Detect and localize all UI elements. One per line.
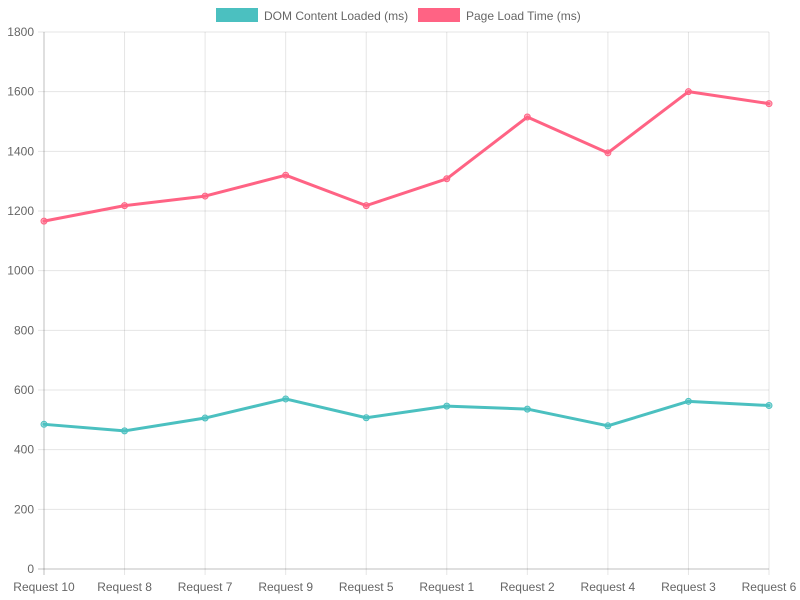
y-tick-label: 1400 xyxy=(7,144,34,158)
x-tick-label: Request 9 xyxy=(258,580,313,594)
x-tick-label: Request 4 xyxy=(581,580,636,594)
data-point-page-load-time[interactable] xyxy=(121,202,129,210)
x-tick-label: Request 7 xyxy=(178,580,233,594)
y-tick-label: 200 xyxy=(14,502,34,516)
data-point-dom-content-loaded[interactable] xyxy=(282,395,290,403)
grid-lines xyxy=(38,31,770,575)
data-point-dom-content-loaded[interactable] xyxy=(523,405,531,413)
x-tick-label: Request 5 xyxy=(339,580,394,594)
x-tick-label: Request 8 xyxy=(97,580,152,594)
legend-swatch-page-load-time xyxy=(418,8,460,22)
x-tick-label: Request 10 xyxy=(13,580,75,594)
data-point-dom-content-loaded[interactable] xyxy=(684,397,692,405)
legend: DOM Content Loaded (ms) Page Load Time (… xyxy=(216,8,581,23)
x-tick-label: Request 6 xyxy=(742,580,797,594)
axes xyxy=(38,32,769,575)
x-tick-label: Request 1 xyxy=(419,580,474,594)
series-layer xyxy=(40,88,773,435)
series-line-dom-content-loaded xyxy=(42,397,771,433)
x-tick-label: Request 2 xyxy=(500,580,555,594)
data-point-page-load-time[interactable] xyxy=(362,202,370,210)
y-tick-label: 1800 xyxy=(7,25,34,39)
data-point-dom-content-loaded[interactable] xyxy=(765,402,773,410)
data-point-dom-content-loaded[interactable] xyxy=(121,427,129,435)
data-point-dom-content-loaded[interactable] xyxy=(604,422,612,430)
data-point-dom-content-loaded[interactable] xyxy=(40,420,48,428)
data-point-page-load-time[interactable] xyxy=(604,149,612,157)
y-tick-label: 1000 xyxy=(7,264,34,278)
data-point-page-load-time[interactable] xyxy=(282,171,290,179)
y-tick-label: 1200 xyxy=(7,204,34,218)
data-point-page-load-time[interactable] xyxy=(201,192,209,200)
series-dom-content-loaded xyxy=(40,395,773,435)
y-tick-label: 0 xyxy=(27,562,34,576)
y-tick-label: 400 xyxy=(14,443,34,457)
data-point-dom-content-loaded[interactable] xyxy=(201,414,209,422)
series-page-load-time xyxy=(40,88,773,225)
y-tick-label: 600 xyxy=(14,383,34,397)
y-tick-label: 800 xyxy=(14,323,34,337)
data-point-page-load-time[interactable] xyxy=(684,88,692,96)
x-tick-label: Request 3 xyxy=(661,580,716,594)
legend-label-dom-content-loaded: DOM Content Loaded (ms) xyxy=(264,9,408,23)
data-point-page-load-time[interactable] xyxy=(765,100,773,108)
y-tick-label: 1600 xyxy=(7,85,34,99)
legend-label-page-load-time: Page Load Time (ms) xyxy=(466,9,581,23)
legend-item-dom-content-loaded[interactable]: DOM Content Loaded (ms) xyxy=(216,8,408,23)
data-point-page-load-time[interactable] xyxy=(523,113,531,121)
x-axis-tick-labels: Request 10 Request 8 Request 7 Request 9 Req… xyxy=(13,580,796,594)
legend-swatch-dom-content-loaded xyxy=(216,8,258,22)
data-point-dom-content-loaded[interactable] xyxy=(443,402,451,410)
data-point-page-load-time[interactable] xyxy=(443,175,451,183)
series-line-page-load-time xyxy=(42,90,771,223)
data-point-page-load-time[interactable] xyxy=(40,217,48,225)
y-axis-tick-labels: 0 200 400 600 800 1000 1200 1400 1600 1800 xyxy=(7,25,34,576)
data-point-dom-content-loaded[interactable] xyxy=(362,414,370,422)
legend-item-page-load-time[interactable]: Page Load Time (ms) xyxy=(418,8,581,23)
